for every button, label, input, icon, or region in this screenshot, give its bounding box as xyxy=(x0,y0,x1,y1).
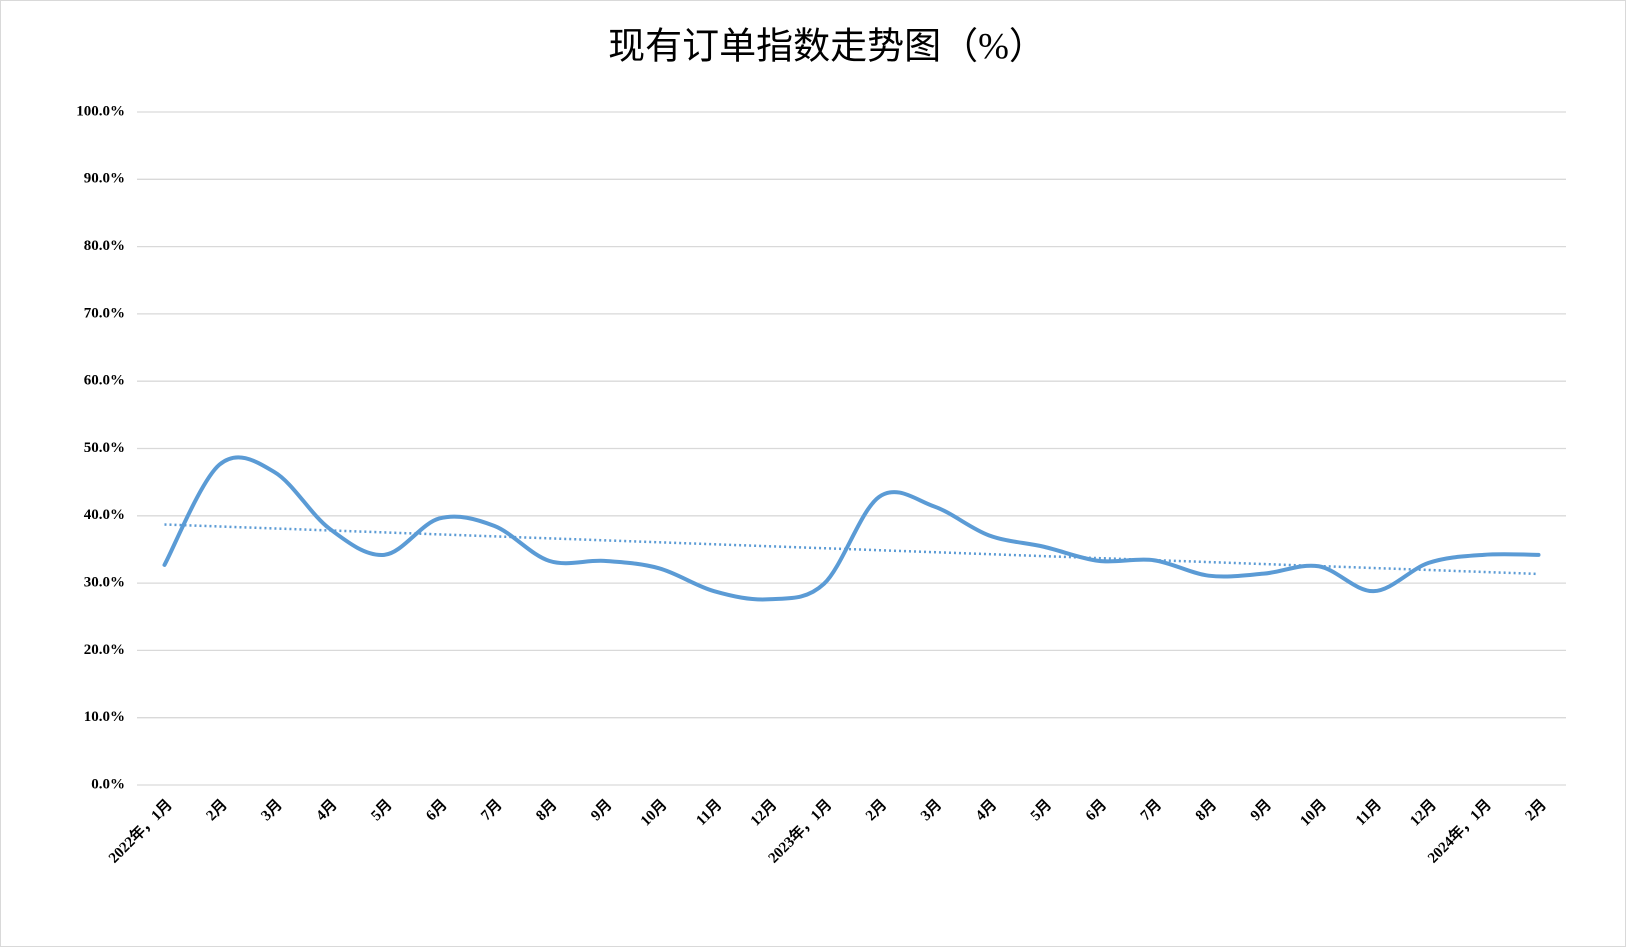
y-tick-label: 30.0% xyxy=(84,575,125,591)
y-tick-label: 60.0% xyxy=(84,373,125,389)
series-line xyxy=(162,455,1541,602)
y-tick-label: 90.0% xyxy=(84,171,125,187)
y-tick-label: 50.0% xyxy=(84,440,125,456)
y-tick-label: 80.0% xyxy=(84,238,125,254)
chart-title: 现有订单指数走势图（%） xyxy=(608,25,1046,67)
y-tick-label: 0.0% xyxy=(91,776,125,792)
y-tick-label: 40.0% xyxy=(84,507,125,523)
y-tick-label: 10.0% xyxy=(84,709,125,725)
y-tick-label: 20.0% xyxy=(84,642,125,658)
y-tick-label: 100.0% xyxy=(76,103,125,119)
y-tick-label: 70.0% xyxy=(84,305,125,321)
